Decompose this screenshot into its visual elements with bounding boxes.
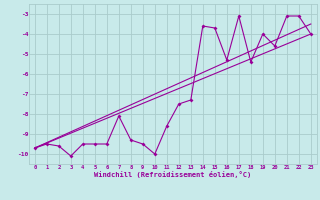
X-axis label: Windchill (Refroidissement éolien,°C): Windchill (Refroidissement éolien,°C)	[94, 171, 252, 178]
